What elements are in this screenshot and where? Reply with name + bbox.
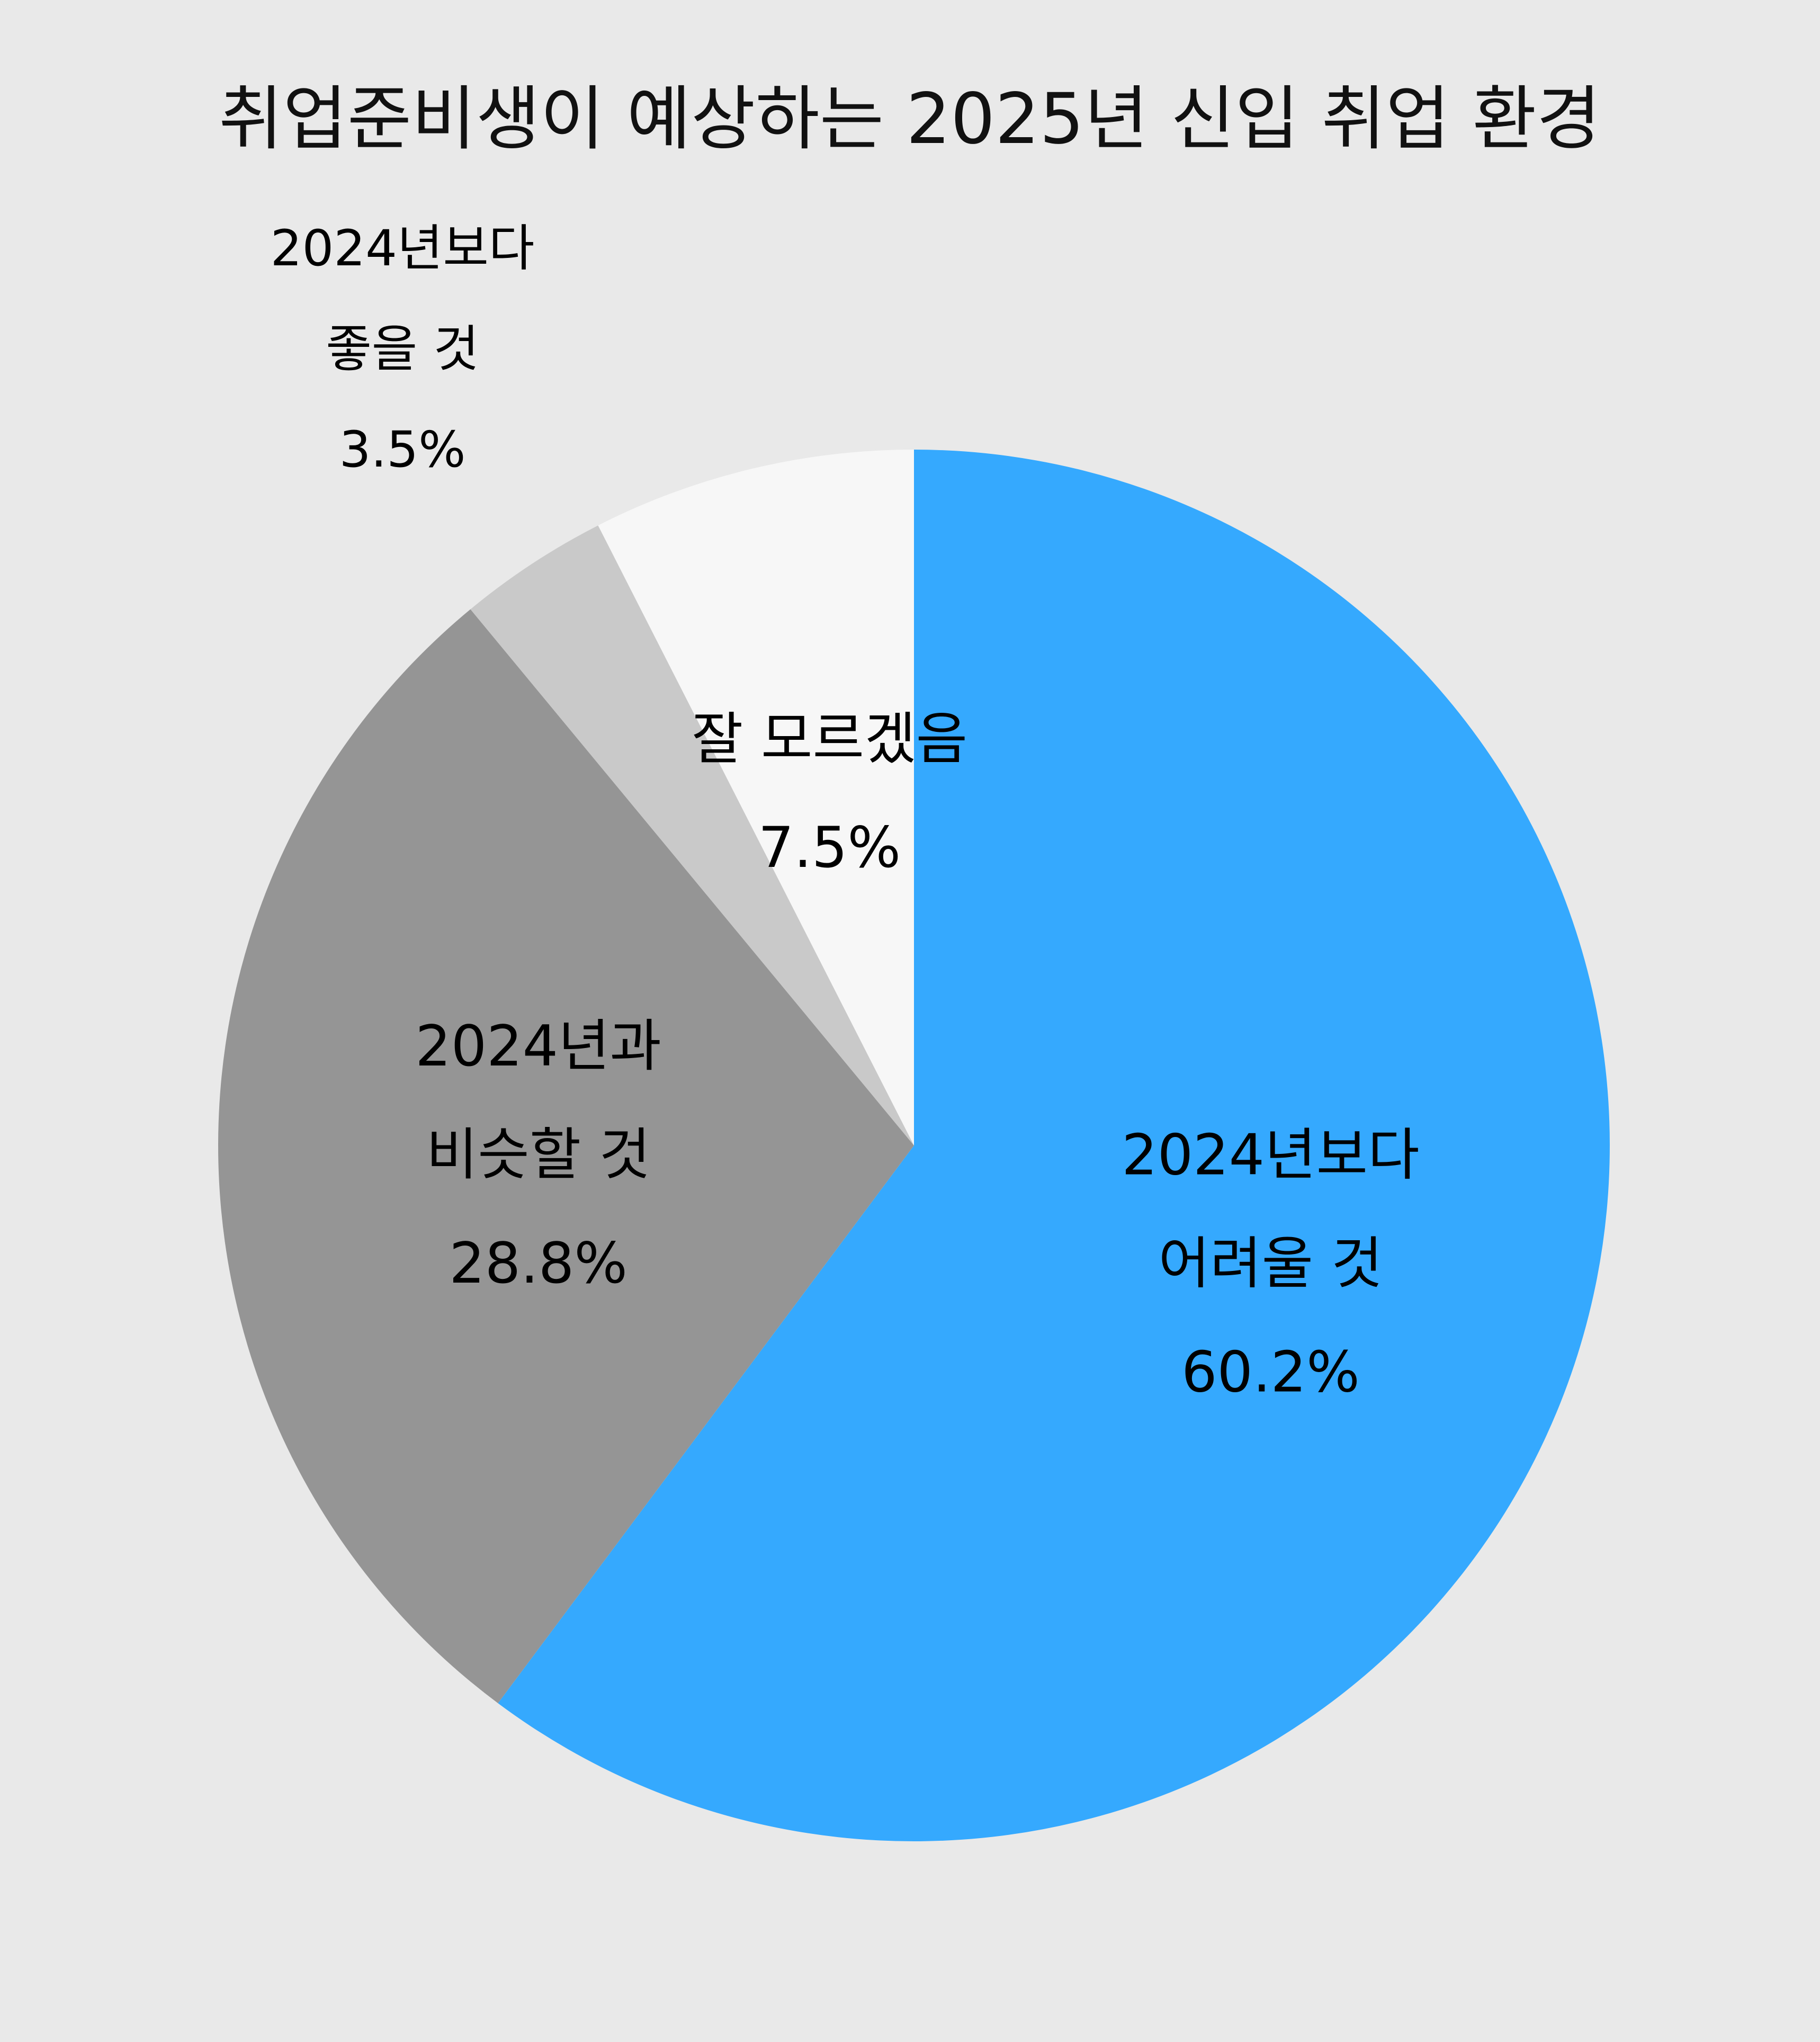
slice-label-1-line-1: 비슷할 것 <box>426 1122 651 1187</box>
pie-slice-1 <box>218 609 914 1704</box>
pie-slices <box>218 450 1610 1841</box>
slice-label-0-line-1: 어려울 것 <box>1159 1231 1383 1296</box>
slice-value-label-0: 60.2% <box>1181 1340 1360 1405</box>
slice-value-label-1: 28.8% <box>449 1231 627 1296</box>
slice-label-0-line-0: 2024년보다 <box>1122 1123 1419 1188</box>
slice-label-1-line-0: 2024년과 <box>415 1014 661 1079</box>
pie-slice-0 <box>498 450 1610 1841</box>
slice-value-label-2: 3.5% <box>339 421 466 479</box>
chart-title: 취업준비생이 예상하는 2025년 신입 취업 환경 <box>219 78 1601 160</box>
slice-label-2-line-0: 2024년보다 <box>271 220 535 277</box>
slice-value-label-3: 7.5% <box>758 815 901 880</box>
slice-label-2-line-1: 좋을 것 <box>326 320 479 378</box>
slice-label-3-line-0: 잘 모르겠음 <box>692 706 967 772</box>
pie-slice-3 <box>598 450 914 1145</box>
pie-slice-2 <box>470 525 914 1145</box>
